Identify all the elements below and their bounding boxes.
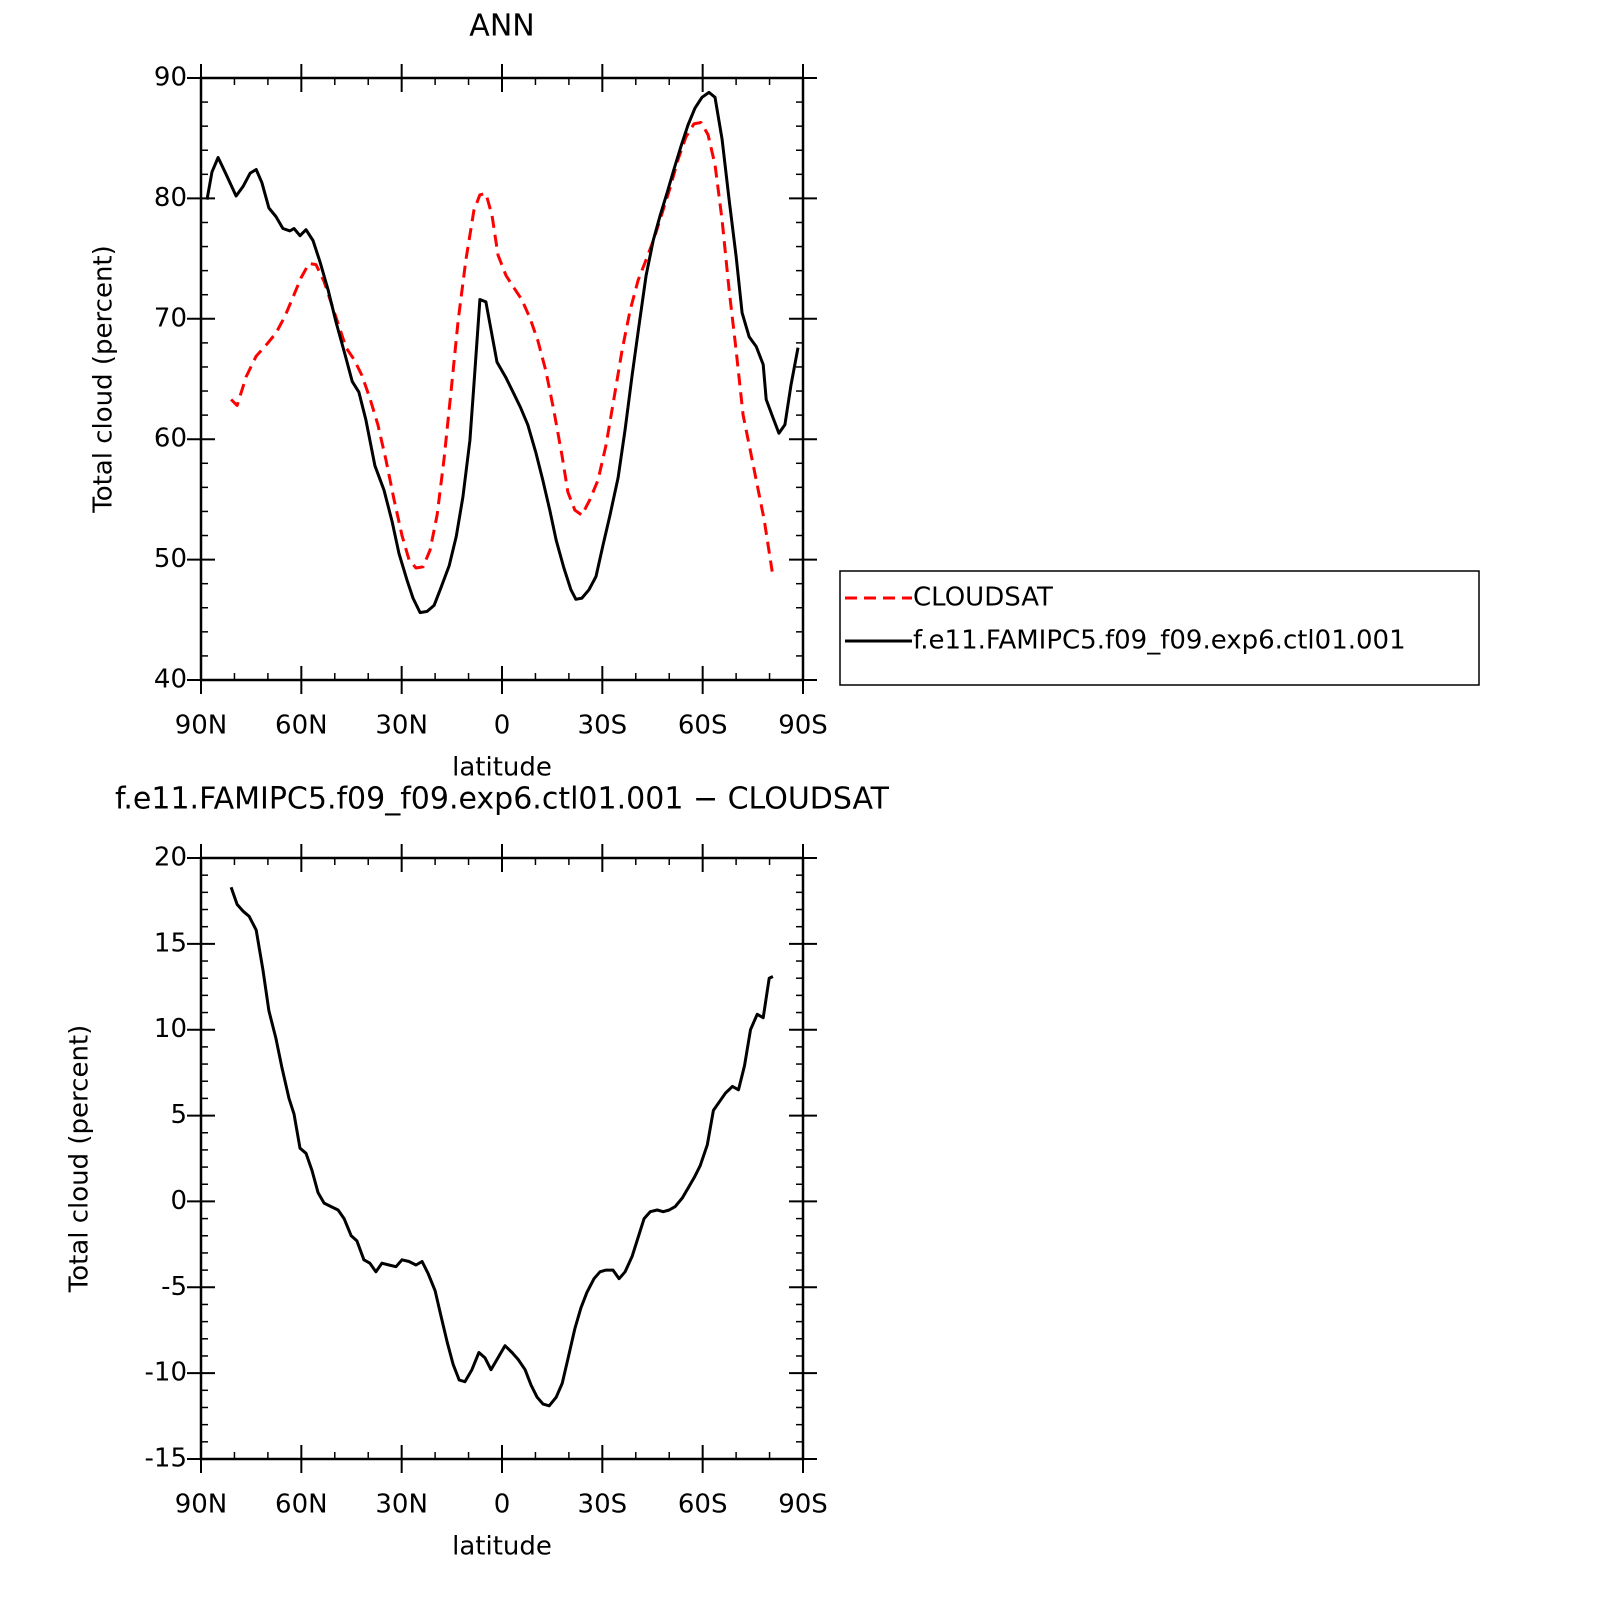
x-tick-label: 60S (678, 1490, 728, 1520)
y-tick-label: -15 (145, 1444, 187, 1474)
data-line (205, 90, 800, 615)
x-tick-label: 0 (494, 1490, 511, 1520)
plot-frame (199, 856, 805, 1461)
y-tick-label: 40 (154, 665, 187, 695)
y-tick-label: 80 (154, 183, 187, 213)
y-tick-label: -5 (161, 1272, 187, 1302)
y-tick-label: 5 (170, 1100, 187, 1130)
y-tick-label: 10 (154, 1014, 187, 1044)
data-line (230, 121, 774, 572)
y-axis-label: Total cloud (percent) (65, 1025, 95, 1294)
y-tick-label: 50 (154, 544, 187, 574)
x-tick-label: 60S (678, 711, 728, 741)
x-tick-label: 90S (778, 1490, 828, 1520)
x-tick-label: 90N (175, 711, 228, 741)
x-tick-label: 30S (578, 1490, 628, 1520)
x-tick-label: 60N (275, 1490, 328, 1520)
y-tick-label: 20 (154, 843, 187, 873)
x-tick-label: 30N (375, 711, 428, 741)
y-tick-label: -10 (145, 1358, 187, 1388)
y-tick-label: 70 (154, 303, 187, 333)
y-tick-label: 0 (170, 1186, 187, 1216)
chart-title: f.e11.FAMIPC5.f09_f09.exp6.ctl01.001 − C… (115, 782, 890, 817)
x-tick-label: 90S (778, 711, 828, 741)
x-axis-label: latitude (452, 753, 552, 783)
legend-label: CLOUDSAT (913, 583, 1053, 613)
data-line (229, 886, 774, 1408)
y-tick-label: 60 (154, 424, 187, 454)
x-tick-label: 90N (175, 1490, 228, 1520)
y-axis-label: Total cloud (percent) (89, 245, 119, 514)
chart-title: ANN (469, 9, 534, 44)
x-tick-label: 30S (578, 711, 628, 741)
y-tick-label: 90 (154, 63, 187, 93)
x-tick-label: 60N (275, 711, 328, 741)
y-tick-label: 15 (154, 928, 187, 958)
x-axis-label: latitude (452, 1532, 552, 1562)
x-tick-label: 30N (375, 1490, 428, 1520)
plot-frame (199, 76, 805, 682)
legend-label: f.e11.FAMIPC5.f09_f09.exp6.ctl01.001 (913, 626, 1406, 656)
legend-box (839, 570, 1480, 686)
x-tick-label: 0 (494, 711, 511, 741)
